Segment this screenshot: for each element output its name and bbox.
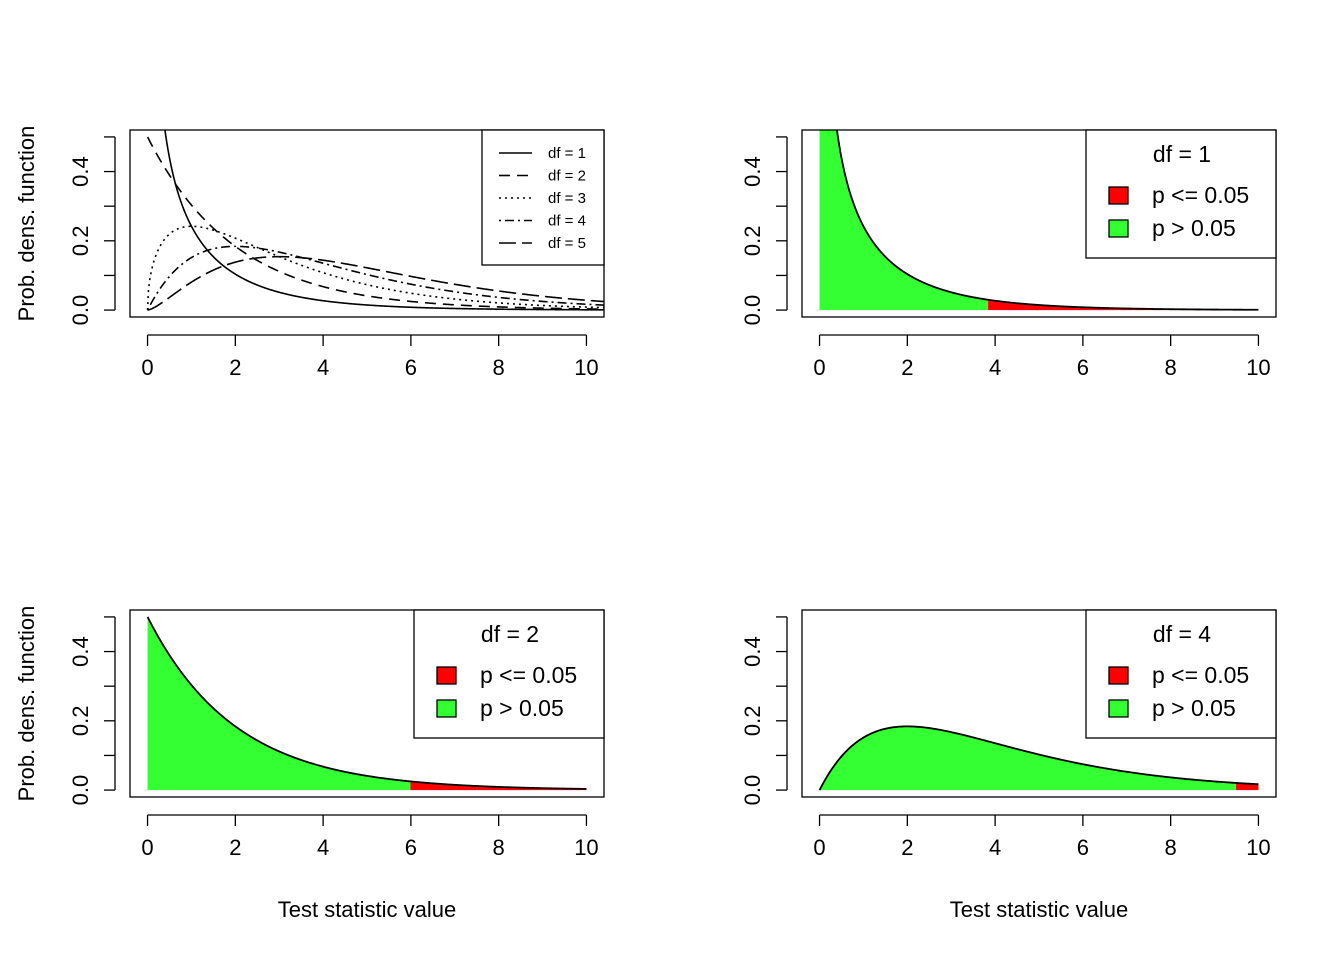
legend: df = 1 p <= 0.05 p > 0.05 — [1085, 129, 1277, 259]
legend-label: p <= 0.05 — [1152, 662, 1249, 688]
legend-swatch-reject — [436, 666, 457, 685]
series-line-df-5 — [147, 255, 604, 311]
x-tick-label: 2 — [901, 835, 913, 860]
y-tick-label: 0.4 — [68, 156, 93, 187]
x-tick-label: 10 — [574, 355, 598, 380]
x-tick-label: 10 — [1246, 355, 1270, 380]
legend: df = 2 p <= 0.05 p > 0.05 — [413, 609, 605, 739]
legend-label: p <= 0.05 — [1152, 182, 1249, 208]
x-tick-label: 0 — [813, 835, 825, 860]
y-tick-label: 0.4 — [740, 636, 765, 667]
legend-label: p <= 0.05 — [480, 662, 577, 688]
x-tick-label: 6 — [405, 835, 417, 860]
x-tick-label: 8 — [1165, 355, 1177, 380]
y-axis-title: Prob. dens. function — [14, 606, 39, 802]
y-tick-label: 0.2 — [740, 226, 765, 257]
chart-panel-4: 0 2 4 6 8 10 0.0 0.2 0.4 Test statistic value df =… — [740, 609, 1277, 922]
legend-label: p > 0.05 — [480, 695, 564, 721]
chart-panel-2: 0 2 4 6 8 10 0.0 0.2 0.4 df = 1 p <= 0.05 p > 0.05 — [740, 129, 1277, 380]
rejection-region-area — [410, 781, 587, 791]
x-tick-label: 10 — [574, 835, 598, 860]
y-tick-label: 0.0 — [740, 295, 765, 326]
plot-area — [819, 130, 1259, 311]
acceptance-region-area — [819, 726, 1237, 791]
x-tick-label: 4 — [989, 835, 1001, 860]
x-tick-label: 6 — [1077, 835, 1089, 860]
y-tick-label: 0.4 — [740, 156, 765, 187]
legend-swatch-reject — [1108, 666, 1129, 685]
series-line-df-3 — [146, 225, 604, 311]
x-tick-label: 8 — [493, 835, 505, 860]
acceptance-region-area — [147, 616, 411, 791]
y-tick-label: 0.0 — [740, 775, 765, 806]
legend-label: df = 1 — [548, 145, 586, 162]
x-tick-label: 8 — [1165, 835, 1177, 860]
x-tick-label: 8 — [493, 355, 505, 380]
legend-title: df = 2 — [481, 621, 539, 647]
series-line-df-4 — [146, 245, 604, 311]
chart-panel-1: 0 2 4 6 8 10 0.0 0.2 0.4 Prob. dens. function df =… — [14, 126, 605, 380]
y-tick-label: 0.0 — [68, 295, 93, 326]
y-axis-title: Prob. dens. function — [14, 126, 39, 322]
y-tick-label: 0.2 — [68, 706, 93, 737]
x-axis-title: Test statistic value — [278, 897, 457, 922]
legend-label: df = 3 — [548, 190, 586, 207]
x-tick-label: 0 — [141, 835, 153, 860]
x-tick-label: 4 — [989, 355, 1001, 380]
x-tick-label: 2 — [229, 355, 241, 380]
rejection-region-area — [988, 299, 1259, 311]
y-tick-label: 0.0 — [68, 775, 93, 806]
acceptance-region-area — [819, 130, 989, 311]
x-tick-label: 2 — [901, 355, 913, 380]
chart-panel-3: 0 2 4 6 8 10 0.0 0.2 0.4 Prob. dens. function Test… — [14, 606, 605, 922]
plot-area — [818, 725, 1259, 791]
legend-swatch-accept — [436, 699, 457, 718]
legend-label: df = 4 — [548, 213, 586, 230]
x-tick-label: 10 — [1246, 835, 1270, 860]
y-tick-label: 0.2 — [68, 226, 93, 257]
legend-label: df = 5 — [548, 235, 586, 252]
density-curve — [146, 616, 587, 790]
legend: df = 1 df = 2 df = 3 df = 4 df = 5 — [481, 129, 605, 266]
legend-label: p > 0.05 — [1152, 695, 1236, 721]
x-tick-label: 4 — [317, 835, 329, 860]
legend-swatch-accept — [1108, 699, 1129, 718]
x-tick-label: 4 — [317, 355, 329, 380]
x-tick-label: 6 — [1077, 355, 1089, 380]
x-tick-label: 6 — [405, 355, 417, 380]
y-tick-label: 0.2 — [740, 706, 765, 737]
legend-title: df = 1 — [1153, 141, 1211, 167]
x-tick-label: 0 — [141, 355, 153, 380]
plot-area — [146, 616, 587, 791]
density-curve — [818, 725, 1259, 791]
legend-label: p > 0.05 — [1152, 215, 1236, 241]
legend-swatch-reject — [1108, 186, 1129, 205]
series-line-df-2 — [146, 136, 604, 310]
x-tick-label: 2 — [229, 835, 241, 860]
legend-swatch-accept — [1108, 219, 1129, 238]
plot-area — [146, 130, 604, 311]
x-axis-title: Test statistic value — [950, 897, 1129, 922]
legend-label: df = 2 — [548, 168, 586, 185]
x-tick-label: 0 — [813, 355, 825, 380]
series-line-df-1 — [164, 130, 604, 311]
legend: df = 4 p <= 0.05 p > 0.05 — [1085, 609, 1277, 739]
legend-title: df = 4 — [1153, 621, 1211, 647]
y-tick-label: 0.4 — [68, 636, 93, 667]
density-curve — [836, 130, 1259, 311]
